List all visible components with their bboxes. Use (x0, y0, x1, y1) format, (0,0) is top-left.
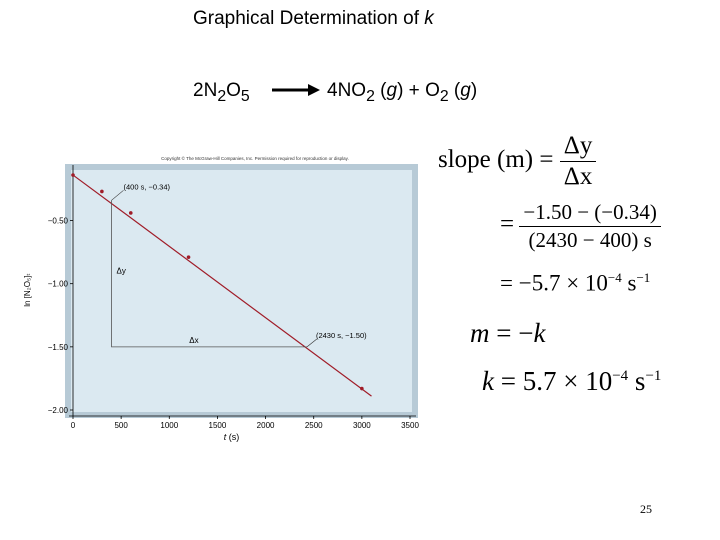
y-tick-label: −0.50 (48, 217, 69, 226)
x-tick-label: 3000 (353, 421, 371, 430)
slope-substitution: = −1.50 − (−0.34) (2430 − 400) s (500, 200, 661, 253)
x-tick-label: 1500 (209, 421, 227, 430)
data-point (100, 189, 104, 194)
plot-background (71, 170, 412, 412)
value-fraction: −1.50 − (−0.34) (2430 − 400) s (519, 200, 661, 253)
delta-fraction: Δy Δx (559, 132, 597, 191)
delta-x-label: Δx (189, 336, 198, 345)
x-tick-label: 500 (114, 421, 128, 430)
slope-triangle (111, 200, 307, 348)
x-tick-label: 2000 (257, 421, 275, 430)
copyright-notice: Copyright © The McGraw-Hill Companies, I… (161, 155, 349, 161)
p2-label: (2430 s, −1.50) (316, 331, 367, 340)
y-tick-label: −1.50 (48, 343, 69, 352)
data-point (186, 255, 191, 259)
y-axis-label: ln [N₂O₅]ₜ (23, 273, 32, 307)
x-tick-label: 0 (71, 421, 76, 430)
rate-constant-value: k = 5.7 × 10−4 s−1 (482, 366, 662, 396)
p1-leader (111, 190, 124, 201)
page-number: 25 (640, 502, 652, 516)
p1-label: (400 s, −0.34) (124, 182, 171, 191)
y-tick-label: −1.00 (48, 280, 69, 289)
x-tick-label: 3500 (401, 421, 419, 430)
x-tick-label: 2500 (305, 421, 323, 430)
reaction-arrow-icon (272, 84, 320, 96)
reactant-formula: 2N2O5 (193, 80, 250, 105)
p2-leader (306, 338, 318, 348)
y-tick-label: −2.00 (48, 406, 69, 415)
page-title: Graphical Determination of k (193, 8, 434, 29)
x-axis-label: t (s) (224, 432, 240, 442)
delta-y-label: Δy (117, 267, 126, 276)
products-formula: 4NO2 (g) + O2 (g) (327, 80, 478, 105)
data-point (360, 386, 364, 391)
series-line (72, 174, 372, 397)
slope-result: = −5.7 × 10−4 s−1 (500, 270, 651, 296)
x-tick-label: 1000 (160, 421, 178, 430)
data-point (71, 173, 75, 177)
rate-plot: Copyright © The McGraw-Hill Companies, I… (23, 155, 419, 442)
data-point (128, 211, 133, 215)
slope-equation: slope (m) = Δy Δx (438, 132, 597, 191)
m-equals-minus-k: m = −k (470, 318, 546, 348)
